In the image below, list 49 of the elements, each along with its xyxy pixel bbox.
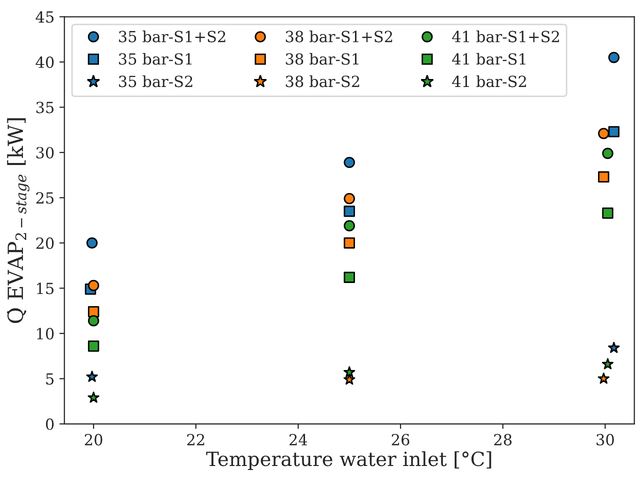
x-tick-label: 26: [392, 434, 410, 446]
point: [344, 206, 355, 217]
point: [598, 171, 610, 183]
x-axis-title: Temperature water inlet [°C]: [206, 451, 492, 470]
y-tick-label: 20: [36, 237, 54, 249]
point: [344, 220, 355, 232]
point: [608, 342, 620, 353]
legend-label: 41 bar-S1+S2: [452, 30, 559, 42]
y-tick-label: 45: [36, 11, 54, 23]
y-tick-label: 5: [46, 373, 54, 385]
legend-label: 35 bar-S1+S2: [119, 30, 226, 42]
y-tick-label: 0: [46, 418, 54, 430]
x-tick-label: 20: [84, 434, 102, 446]
point: [344, 272, 355, 283]
y-tick-label: 25: [36, 192, 54, 204]
y-tick-label: 35: [36, 102, 54, 114]
point: [608, 126, 620, 138]
point: [344, 156, 355, 168]
legend-label: 38 bar-S1+S2: [286, 30, 392, 42]
y-axis-title: Q̇ EVAP$_{2−stage}$ [kW]: [6, 118, 30, 324]
x-tick-label: 30: [596, 434, 614, 446]
legend-label: 41 bar-S1: [452, 52, 526, 65]
x-tick-label: 28: [494, 434, 512, 446]
point: [598, 128, 610, 140]
point: [344, 193, 355, 204]
point: [344, 237, 355, 249]
point: [608, 52, 620, 64]
point: [602, 207, 614, 219]
point: [602, 358, 614, 370]
point: [88, 340, 100, 352]
point: [88, 315, 100, 326]
y-tick-label: 30: [36, 146, 54, 159]
legend-label: 38 bar-S1: [286, 52, 358, 65]
x-tick-label: 24: [290, 434, 308, 446]
point: [88, 392, 100, 403]
x-tick-label: 22: [187, 434, 204, 446]
point: [598, 372, 610, 384]
legend-label: 41 bar-S2: [452, 75, 526, 88]
y-tick-label: 15: [37, 282, 54, 294]
point: [602, 148, 614, 159]
legend-label: 35 bar-S1: [119, 52, 192, 65]
point: [86, 237, 98, 249]
y-tick-label: 40: [36, 56, 54, 68]
point: [86, 370, 98, 382]
legend-label: 38 bar-S2: [286, 75, 360, 88]
y-tick-label: 10: [37, 328, 54, 340]
point: [88, 280, 100, 292]
point: [344, 366, 356, 378]
legend-label: 35 bar-S2: [119, 75, 192, 88]
